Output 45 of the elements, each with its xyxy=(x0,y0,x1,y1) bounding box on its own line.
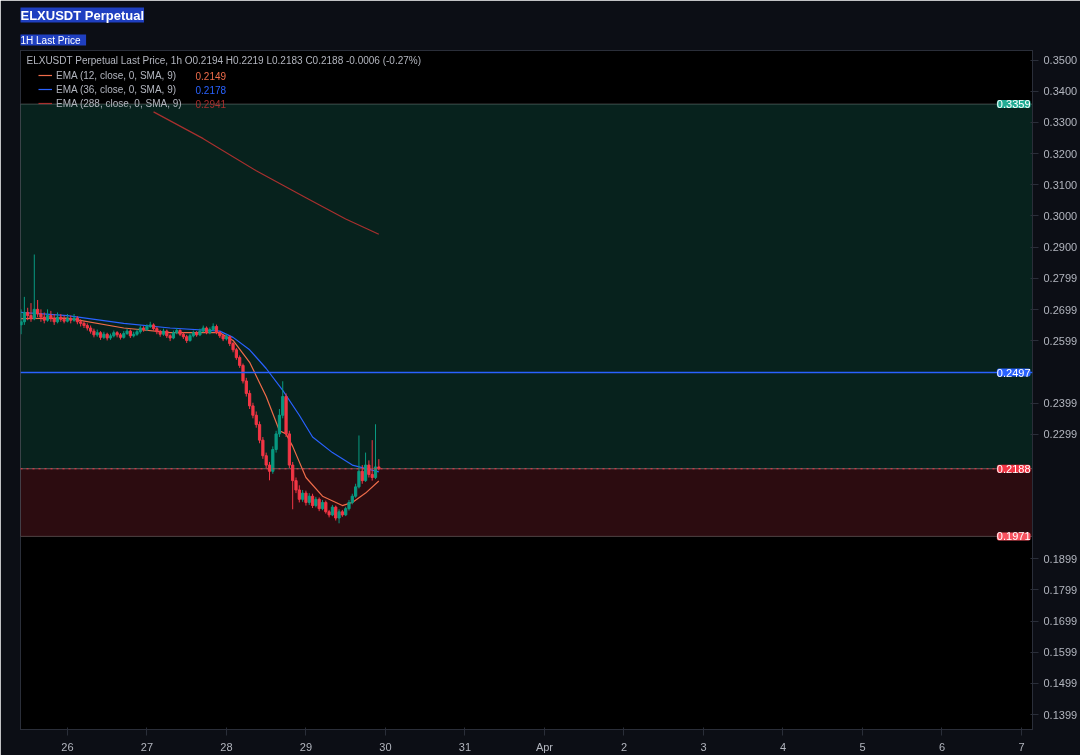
x-tick-label: 27 xyxy=(140,740,154,753)
ref-line-label: 0.2188 xyxy=(996,462,1031,475)
annotation: 0.2941 xyxy=(195,98,227,110)
y-tick-label: 0.1599 xyxy=(1043,646,1078,659)
y-tick-label: 0.1699 xyxy=(1043,615,1078,628)
y-tick-label: 0.2399 xyxy=(1043,397,1078,410)
x-tick-label: 4 xyxy=(779,740,787,753)
x-tick-label: 28 xyxy=(220,740,233,753)
y-tick-label: 0.1399 xyxy=(1043,708,1078,721)
band-label: 0.1971 xyxy=(996,530,1031,543)
x-tick-label: 5 xyxy=(859,740,866,753)
chart-title: ELXUSDT Perpetual xyxy=(20,7,145,23)
y-tick-label: 0.2599 xyxy=(1043,334,1078,347)
annotation: 0.2178 xyxy=(195,84,227,96)
y-tick-label: 0.3400 xyxy=(1043,85,1078,98)
x-tick-label: 26 xyxy=(61,740,74,753)
y-tick-label: 0.3100 xyxy=(1043,178,1078,191)
candlestick xyxy=(32,254,36,321)
legend-label: EMA (12, close, 0, SMA, 9) xyxy=(56,68,177,82)
x-tick-label: 2 xyxy=(620,740,628,753)
y-tick-label: 0.1499 xyxy=(1043,677,1078,690)
band-label: 0.3359 xyxy=(996,98,1031,111)
y-tick-label: 0.2799 xyxy=(1043,272,1078,285)
x-tick-label: 30 xyxy=(379,740,392,753)
x-tick-label: Apr xyxy=(535,740,554,753)
y-tick-label: 0.3000 xyxy=(1043,209,1078,222)
x-tick-label: 31 xyxy=(458,740,472,753)
x-tick-label: 3 xyxy=(700,740,707,753)
legend-label: EMA (288, close, 0, SMA, 9) xyxy=(56,96,182,110)
x-tick-label: 7 xyxy=(1018,740,1025,753)
x-tick-label: 29 xyxy=(299,740,313,753)
legend-label: EMA (36, close, 0, SMA, 9) xyxy=(56,82,177,96)
y-tick-label: 0.2299 xyxy=(1043,428,1078,441)
y-tick-label: 0.1899 xyxy=(1043,552,1078,565)
y-tick-label: 0.3300 xyxy=(1043,116,1078,129)
chart-subtitle: 1H Last Price xyxy=(20,34,81,46)
y-tick-label: 0.1799 xyxy=(1043,583,1078,596)
y-tick-label: 0.2699 xyxy=(1043,303,1078,316)
y-tick-label: 0.3500 xyxy=(1043,54,1078,67)
y-tick-label: 0.2900 xyxy=(1043,241,1078,254)
annotation: ELXUSDT Perpetual Last Price, 1h O0.2194 H0.2219 L0.2183 C0.2188 -0.0006 (-0.27%) xyxy=(26,54,422,66)
annotation: 0.2149 xyxy=(195,70,227,82)
ref-line-label: 0.2497 xyxy=(996,366,1031,379)
y-tick-label: 0.3200 xyxy=(1043,147,1078,160)
x-tick-label: 6 xyxy=(938,740,946,753)
